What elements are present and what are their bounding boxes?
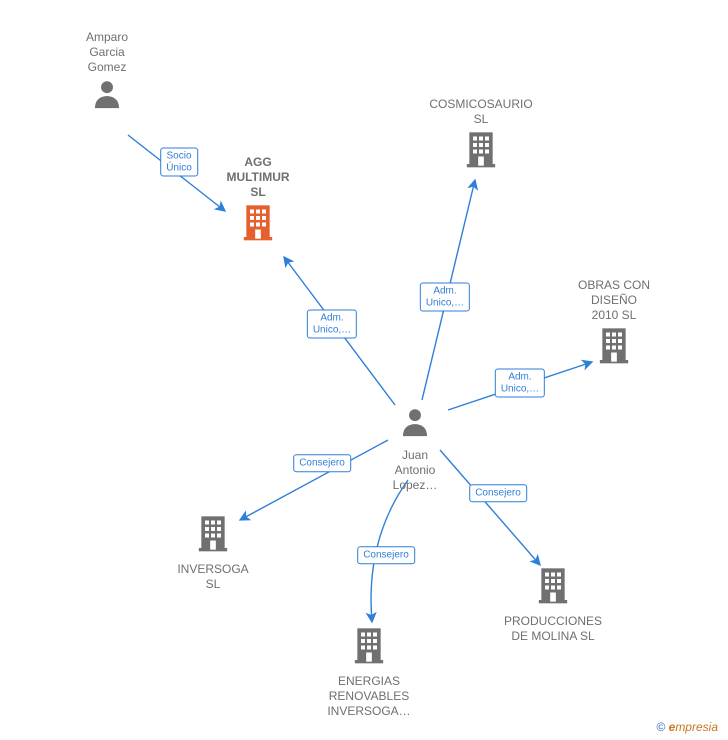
edge-juan-energias [371, 480, 408, 622]
building-icon [349, 625, 389, 665]
node-label: ENERGIAS RENOVABLES INVERSOGA… [309, 674, 429, 719]
node-inversoga[interactable]: INVERSOGA SL [153, 513, 273, 592]
person-icon [90, 77, 124, 111]
edge-label: Adm. Unico,… [307, 310, 357, 339]
building-icon [238, 202, 278, 242]
node-agg[interactable]: AGG MULTIMUR SL [198, 155, 318, 247]
edge-label: Consejero [357, 546, 415, 564]
edge-juan-cosmic [422, 180, 475, 400]
building-icon [594, 325, 634, 365]
node-juan[interactable]: Juan Antonio Lopez… [355, 405, 475, 493]
edge-juan-agg [284, 257, 395, 405]
footer-attribution: © empresia [656, 720, 718, 734]
node-label: Amparo Garcia Gomez [47, 30, 167, 75]
person-icon [398, 405, 432, 439]
node-label: OBRAS CON DISEÑO 2010 SL [554, 278, 674, 323]
node-obras[interactable]: OBRAS CON DISEÑO 2010 SL [554, 278, 674, 370]
brand-name: empresia [669, 720, 718, 734]
node-prod[interactable]: PRODUCCIONES DE MOLINA SL [493, 565, 613, 644]
node-label: AGG MULTIMUR SL [198, 155, 318, 200]
node-label: Juan Antonio Lopez… [355, 448, 475, 493]
network-canvas: Amparo Garcia Gomez AGG MULTIMUR SL COSM… [0, 0, 728, 740]
node-amparo[interactable]: Amparo Garcia Gomez [47, 30, 167, 116]
node-label: PRODUCCIONES DE MOLINA SL [493, 614, 613, 644]
node-label: COSMICOSAURIO SL [421, 97, 541, 127]
edge-label: Socio Único [160, 148, 198, 177]
copyright-symbol: © [656, 720, 665, 734]
building-icon [193, 513, 233, 553]
node-cosmic[interactable]: COSMICOSAURIO SL [421, 97, 541, 174]
edge-label: Adm. Unico,… [495, 369, 545, 398]
node-label: INVERSOGA SL [153, 562, 273, 592]
edge-label: Consejero [293, 454, 351, 472]
node-energias[interactable]: ENERGIAS RENOVABLES INVERSOGA… [309, 625, 429, 719]
edge-label: Adm. Unico,… [420, 283, 470, 312]
edge-label: Consejero [469, 484, 527, 502]
building-icon [461, 129, 501, 169]
building-icon [533, 565, 573, 605]
